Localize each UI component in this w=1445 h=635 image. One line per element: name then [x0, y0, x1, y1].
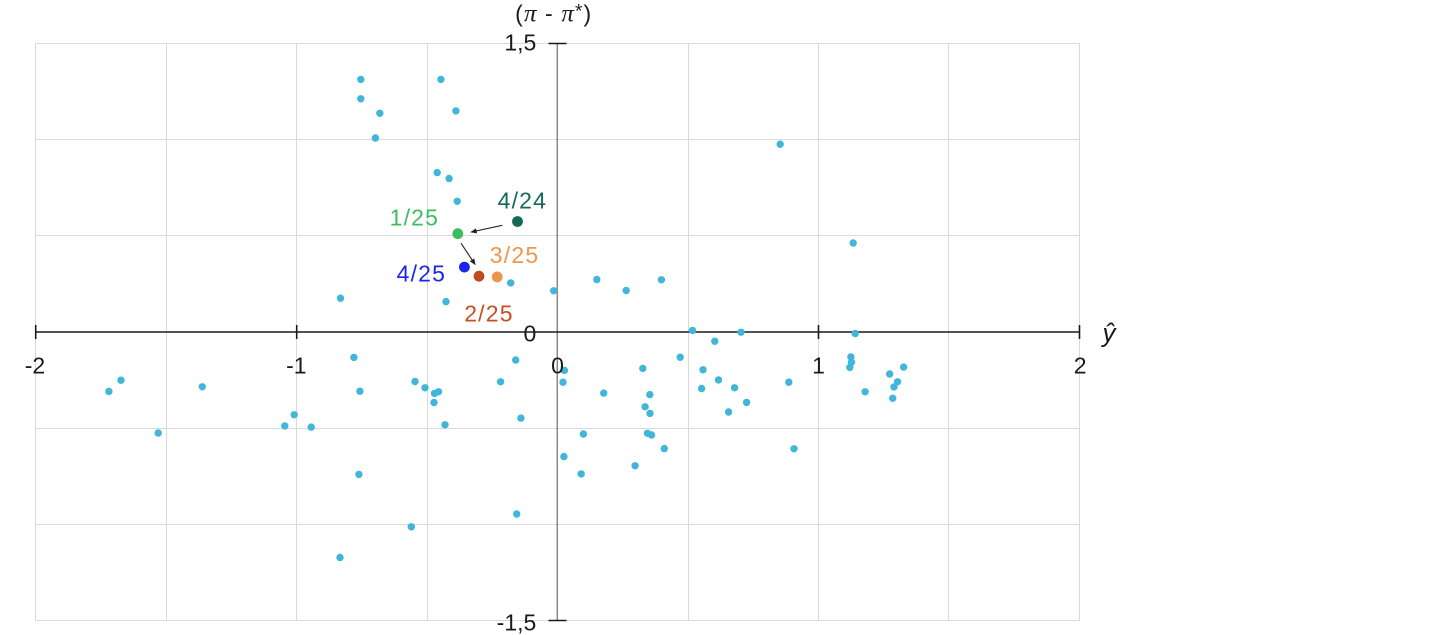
svg-text:3/25: 3/25 [490, 242, 540, 268]
svg-text:4/25: 4/25 [397, 260, 447, 286]
svg-text:2: 2 [1074, 353, 1087, 379]
svg-text:ŷ: ŷ [1101, 318, 1118, 348]
svg-text:0: 0 [524, 321, 537, 347]
svg-text:1/25: 1/25 [390, 205, 440, 231]
svg-text:1: 1 [812, 353, 825, 379]
svg-text:2/25: 2/25 [464, 300, 514, 326]
svg-text:1,5: 1,5 [504, 29, 536, 55]
svg-text:-1: -1 [286, 353, 306, 379]
svg-text:-1,5: -1,5 [497, 609, 537, 635]
svg-text:4/24: 4/24 [498, 187, 548, 213]
svg-text:0: 0 [551, 353, 564, 379]
svg-text:-2: -2 [25, 353, 45, 379]
